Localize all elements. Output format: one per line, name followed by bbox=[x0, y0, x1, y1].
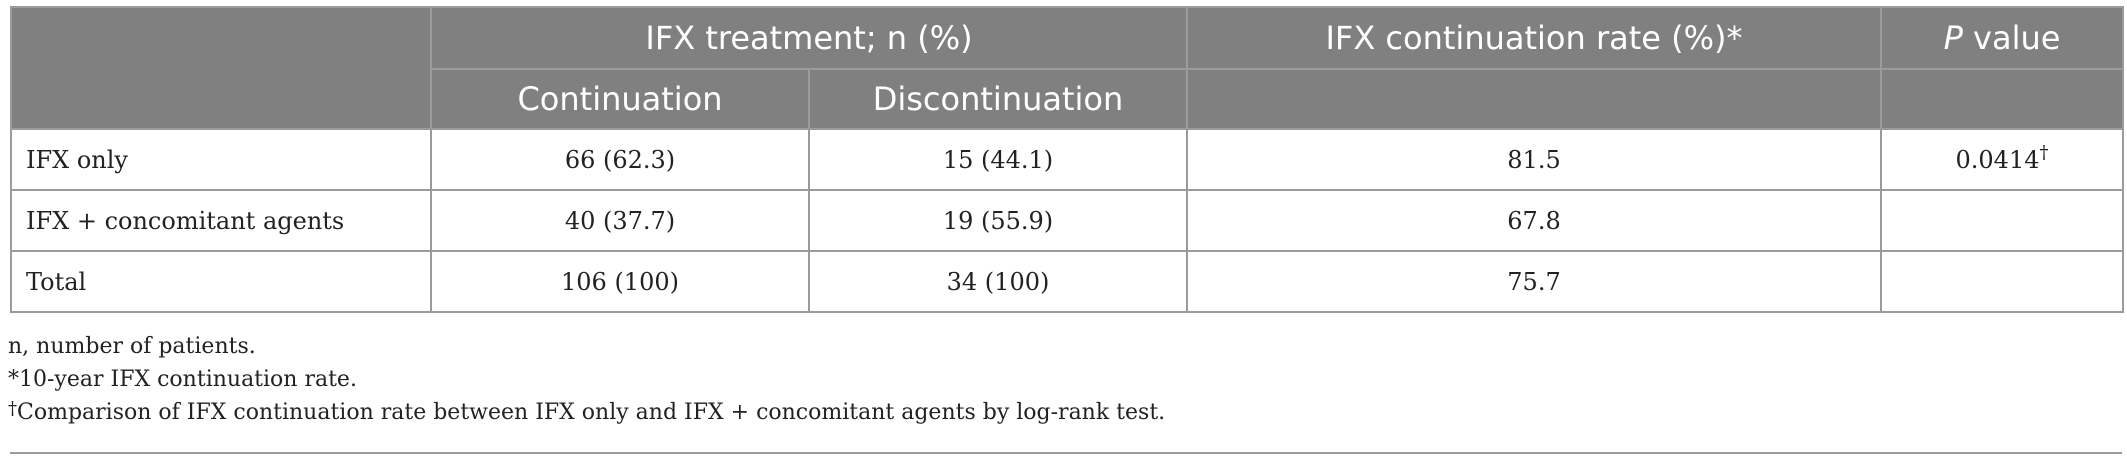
table-row: IFX only 66 (62.3) 15 (44.1) 81.5 0.0414… bbox=[10, 128, 2124, 191]
header-p-empty bbox=[1880, 68, 2124, 130]
results-table-container: IFX treatment; n (%) IFX continuation ra… bbox=[10, 6, 2124, 313]
row-label: Total bbox=[10, 250, 432, 313]
row-label: IFX + concomitant agents bbox=[10, 189, 432, 252]
p-value: 0.0414 bbox=[1955, 145, 2040, 174]
p-value-label: value bbox=[1962, 19, 2061, 57]
rate-cell: 81.5 bbox=[1186, 128, 1882, 191]
results-table: IFX treatment; n (%) IFX continuation ra… bbox=[10, 6, 2124, 313]
discontinuation-cell: 15 (44.1) bbox=[808, 128, 1188, 191]
p-symbol: P bbox=[1943, 19, 1963, 57]
discontinuation-cell: 19 (55.9) bbox=[808, 189, 1188, 252]
footnote-dagger: †Comparison of IFX continuation rate bet… bbox=[8, 396, 1165, 429]
rate-cell: 75.7 bbox=[1186, 250, 1882, 313]
header-rate-empty bbox=[1186, 68, 1882, 130]
p-value-cell bbox=[1880, 250, 2124, 313]
header-continuation-rate: IFX continuation rate (%)* bbox=[1186, 6, 1882, 70]
row-label: IFX only bbox=[10, 128, 432, 191]
continuation-cell: 40 (37.7) bbox=[430, 189, 810, 252]
header-p-value: P value bbox=[1880, 6, 2124, 70]
header-discontinuation: Discontinuation bbox=[808, 68, 1188, 130]
footnotes: n, number of patients. *10-year IFX cont… bbox=[8, 330, 1165, 429]
bottom-rule bbox=[10, 452, 2122, 454]
header-empty-cell bbox=[10, 6, 432, 130]
continuation-cell: 66 (62.3) bbox=[430, 128, 810, 191]
p-value-cell bbox=[1880, 189, 2124, 252]
header-row-2: Continuation Discontinuation bbox=[11, 68, 2124, 130]
table-row: IFX + concomitant agents 40 (37.7) 19 (5… bbox=[10, 189, 2124, 252]
header-row-1: IFX treatment; n (%) IFX continuation ra… bbox=[10, 6, 2124, 130]
p-value-cell: 0.0414† bbox=[1880, 128, 2124, 191]
header-continuation: Continuation bbox=[430, 68, 810, 130]
footnote-star: *10-year IFX continuation rate. bbox=[8, 367, 357, 392]
table-row: Total 106 (100) 34 (100) 75.7 bbox=[10, 250, 2124, 313]
dagger-mark: † bbox=[8, 398, 17, 419]
rate-cell: 67.8 bbox=[1186, 189, 1882, 252]
dagger-mark: † bbox=[2039, 141, 2049, 163]
continuation-cell: 106 (100) bbox=[430, 250, 810, 313]
discontinuation-cell: 34 (100) bbox=[808, 250, 1188, 313]
footnote-dagger-text: Comparison of IFX continuation rate betw… bbox=[17, 400, 1166, 425]
header-ifx-treatment: IFX treatment; n (%) bbox=[430, 6, 1188, 70]
footnote-n: n, number of patients. bbox=[8, 334, 256, 359]
